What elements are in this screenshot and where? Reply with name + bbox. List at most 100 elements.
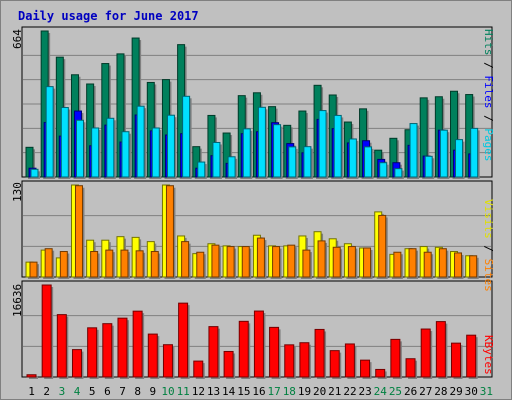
bar-sites-27 <box>423 251 432 278</box>
bar-pages-19 <box>303 146 312 178</box>
bar-sites-26 <box>408 248 417 278</box>
bar-kbytes-12 <box>193 360 204 378</box>
legend-files: Files <box>482 75 495 109</box>
legend-kbytes: KBytes <box>482 335 495 375</box>
legend-top: Hits / Files / Pages <box>482 29 495 162</box>
bar-kbytes-2 <box>41 284 52 378</box>
bar-pages-7 <box>121 131 130 178</box>
bar-sites-19 <box>302 249 311 278</box>
bar-pages-9 <box>151 127 160 178</box>
bar-kbytes-24 <box>375 368 386 378</box>
x-tick-label: 10 <box>161 385 174 398</box>
x-tick-label: 14 <box>222 385 236 398</box>
bar-sites-25 <box>393 251 402 278</box>
bar-sites-5 <box>90 251 99 278</box>
bar-kbytes-27 <box>420 328 431 378</box>
bar-pages-28 <box>439 129 448 178</box>
x-tick-label: 9 <box>150 385 157 398</box>
bar-sites-28 <box>438 248 447 278</box>
legend-bot: KBytes <box>482 335 495 375</box>
x-tick-label: 16 <box>252 385 265 398</box>
bar-kbytes-17 <box>269 326 280 378</box>
bar-kbytes-4 <box>71 349 82 378</box>
x-tick-label: 6 <box>104 385 111 398</box>
bar-pages-5 <box>91 127 100 178</box>
bar-kbytes-18 <box>284 344 295 378</box>
bar-sites-4 <box>74 185 83 278</box>
bar-sites-8 <box>135 250 144 278</box>
bar-pages-10 <box>166 114 175 178</box>
x-tick-label: 1 <box>28 385 35 398</box>
bar-sites-6 <box>105 249 114 278</box>
bar-sites-22 <box>347 246 356 278</box>
bar-sites-24 <box>378 214 387 278</box>
x-tick-label: 2 <box>43 385 50 398</box>
bar-pages-26 <box>409 123 418 178</box>
bar-kbytes-21 <box>329 350 340 378</box>
bar-pages-29 <box>455 139 464 178</box>
x-tick-label: 25 <box>389 385 402 398</box>
x-tick-label: 15 <box>237 385 250 398</box>
bar-kbytes-11 <box>178 302 189 378</box>
bar-sites-17 <box>272 246 281 278</box>
x-tick-label: 29 <box>449 385 462 398</box>
x-tick-label: 5 <box>89 385 96 398</box>
bar-sites-11 <box>181 241 190 278</box>
bar-sites-1 <box>29 261 38 278</box>
bar-kbytes-3 <box>56 314 67 378</box>
x-tick-label: 30 <box>465 385 478 398</box>
bar-pages-13 <box>212 141 221 178</box>
bar-kbytes-1-shadow <box>29 376 38 379</box>
x-tick-label: 20 <box>313 385 326 398</box>
legend-hits: Hits <box>482 29 495 56</box>
bar-sites-13 <box>211 244 220 278</box>
bar-pages-14 <box>227 156 236 178</box>
x-tick-label: 19 <box>298 385 311 398</box>
x-tick-label: 17 <box>268 385 281 398</box>
x-tick-label: 23 <box>359 385 372 398</box>
bar-pages-15 <box>242 128 251 178</box>
bar-sites-14 <box>226 246 235 278</box>
bar-kbytes-16 <box>253 310 264 378</box>
bar-kbytes-30 <box>466 334 477 378</box>
bar-kbytes-29 <box>451 342 462 378</box>
bar-sites-16 <box>256 237 265 278</box>
bar-sites-30 <box>469 255 478 278</box>
bar-pages-25 <box>394 168 403 178</box>
bar-kbytes-26 <box>405 358 416 378</box>
bar-kbytes-14 <box>223 350 234 378</box>
bar-kbytes-19 <box>299 342 310 378</box>
bar-pages-4 <box>75 119 84 178</box>
bar-kbytes-25 <box>390 338 401 378</box>
bar-sites-23 <box>363 247 372 278</box>
legend-sites: Sites <box>482 258 495 292</box>
bar-sites-9 <box>150 251 159 278</box>
bar-sites-10 <box>165 185 174 278</box>
bar-sites-18 <box>287 244 296 278</box>
y-max-label-mid: 130 <box>11 182 24 202</box>
bar-pages-24 <box>379 162 388 178</box>
x-tick-label: 18 <box>283 385 296 398</box>
x-tick-label: 28 <box>434 385 447 398</box>
y-max-label-top: 664 <box>11 29 24 49</box>
bar-pages-30 <box>470 127 479 178</box>
bar-pages-12 <box>197 161 206 178</box>
bar-kbytes-15 <box>238 320 249 378</box>
x-tick-label: 3 <box>59 385 66 398</box>
bar-kbytes-28 <box>435 321 446 378</box>
bar-pages-3 <box>60 107 69 178</box>
bar-pages-2 <box>45 86 54 178</box>
bar-sites-12 <box>196 251 205 278</box>
x-tick-label: 26 <box>404 385 417 398</box>
bar-sites-29 <box>454 252 463 278</box>
bar-kbytes-6 <box>102 323 113 378</box>
bar-kbytes-22 <box>344 343 355 378</box>
y-max-label-bot: 16636 <box>11 283 24 317</box>
bar-pages-22 <box>348 138 357 178</box>
x-tick-label: 8 <box>134 385 141 398</box>
bar-pages-16 <box>257 106 266 178</box>
bar-kbytes-7 <box>117 317 128 378</box>
bar-kbytes-20 <box>314 328 325 378</box>
x-tick-label: 4 <box>74 385 81 398</box>
